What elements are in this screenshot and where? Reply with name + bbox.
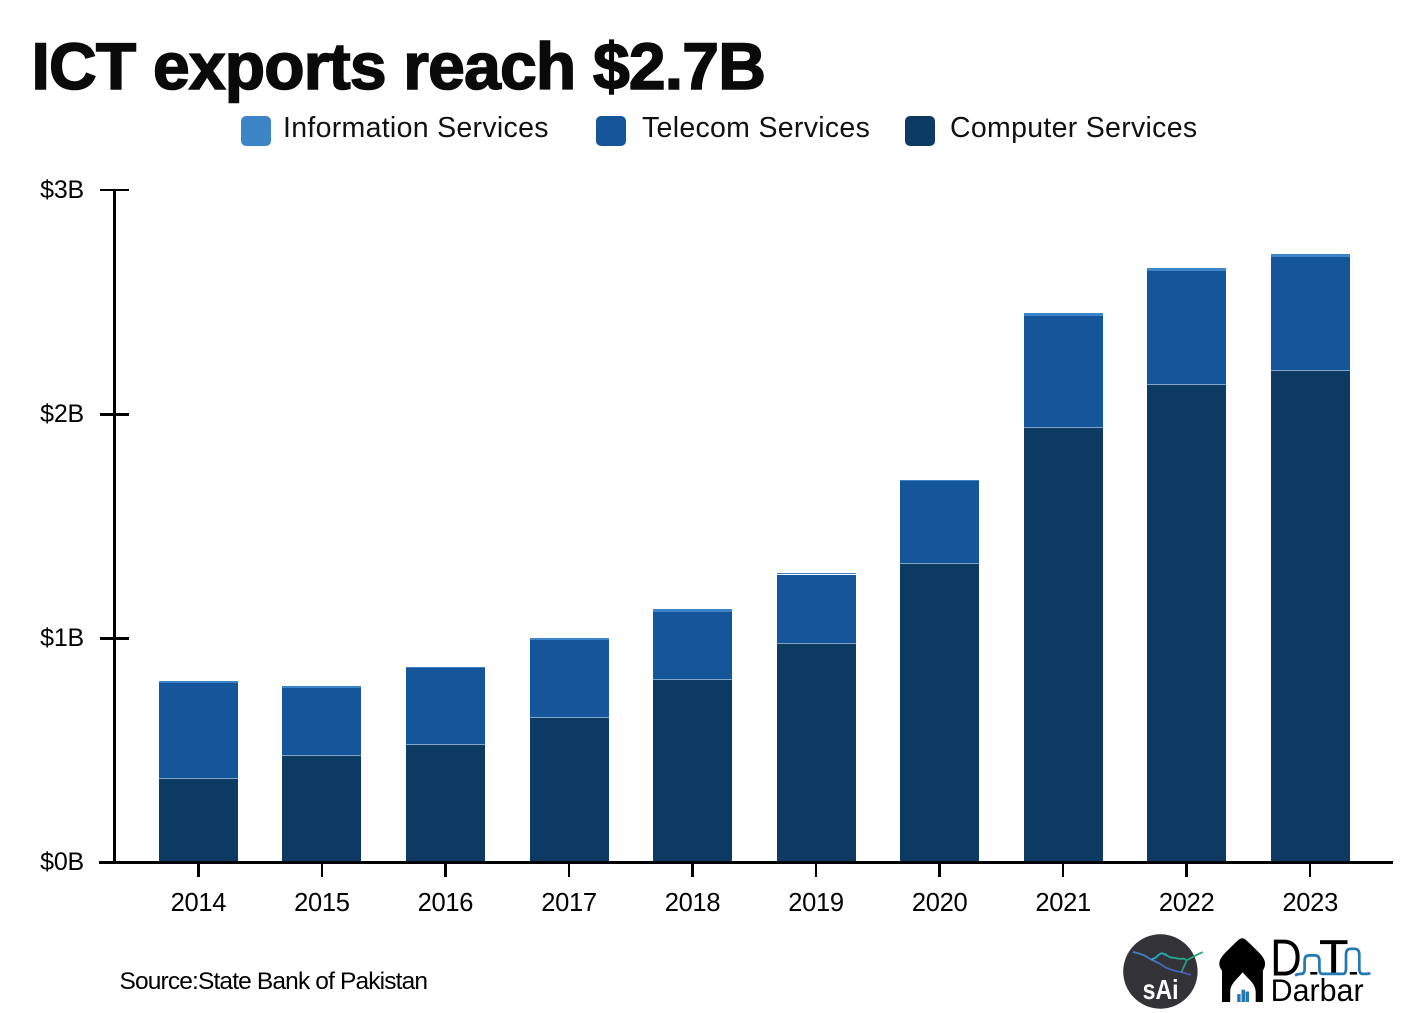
svg-text:D: D: [1270, 935, 1302, 988]
svg-text:sAi: sAi: [1143, 974, 1179, 1005]
svg-text:Darbar: Darbar: [1271, 972, 1364, 1007]
